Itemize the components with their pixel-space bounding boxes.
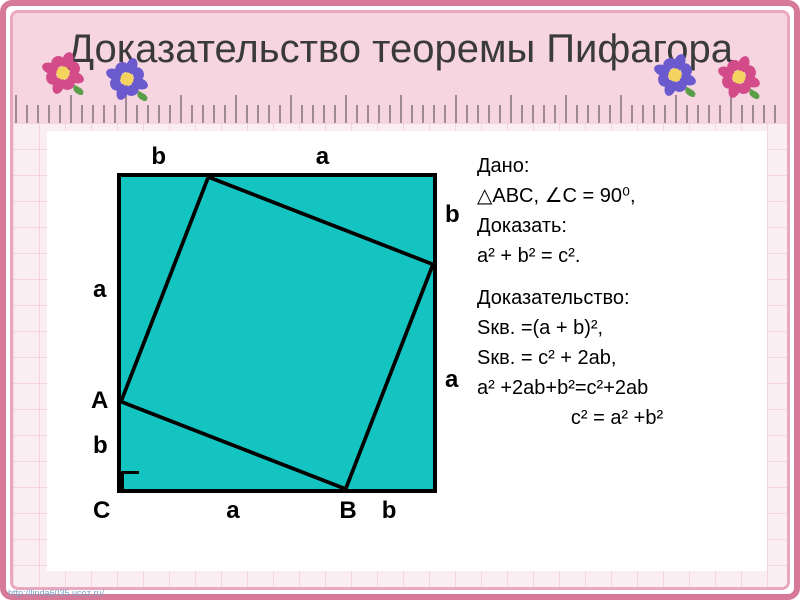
given-label: Дано:: [477, 151, 757, 181]
proof-text: Дано: △ABC, ∠C = 90⁰, Доказать: a² + b² …: [477, 151, 757, 445]
pythagoras-diagram: b a a b b a a b A B C: [87, 161, 447, 541]
inner-rotated-square: [121, 177, 433, 489]
outer-frame: Доказательство теоремы Пифагора b a a b …: [0, 0, 800, 600]
proof-line-4: c² = a² +b²: [477, 403, 757, 433]
proof-label: Доказательство:: [477, 283, 757, 313]
prove-label: Доказать:: [477, 211, 757, 241]
content-card: b a a b b a a b A B C Дано: △ABC, ∠C = 9…: [47, 131, 767, 571]
label-left-a: a: [93, 276, 106, 304]
outer-square: [117, 173, 437, 493]
proof-line-1: Sкв. =(a + b)²,: [477, 313, 757, 343]
flower-icon: [105, 57, 149, 101]
flower-icon: [41, 51, 85, 95]
given-line: △ABC, ∠C = 90⁰,: [477, 181, 757, 211]
vertex-B: B: [339, 497, 356, 525]
prove-line: a² + b² = c².: [477, 241, 757, 271]
vertex-C: C: [93, 497, 110, 525]
vertex-A: A: [91, 387, 108, 415]
flower-icon: [717, 55, 761, 99]
label-bottom-a: a: [226, 497, 239, 525]
right-angle-marker: [121, 471, 139, 489]
label-bottom-b: b: [382, 497, 397, 525]
proof-line-2: Sкв. = c² + 2ab,: [477, 343, 757, 373]
label-top-b: b: [151, 143, 166, 171]
label-left-b: b: [93, 432, 108, 460]
flower-icon: [653, 53, 697, 97]
inner-frame: Доказательство теоремы Пифагора b a a b …: [10, 10, 790, 590]
proof-line-3: a² +2ab+b²=c²+2ab: [477, 373, 757, 403]
label-top-a: a: [316, 143, 329, 171]
label-right-a: a: [445, 366, 458, 394]
footer-url: http://linda6035.ucoz.ru/: [8, 588, 104, 598]
label-right-b: b: [445, 201, 460, 229]
